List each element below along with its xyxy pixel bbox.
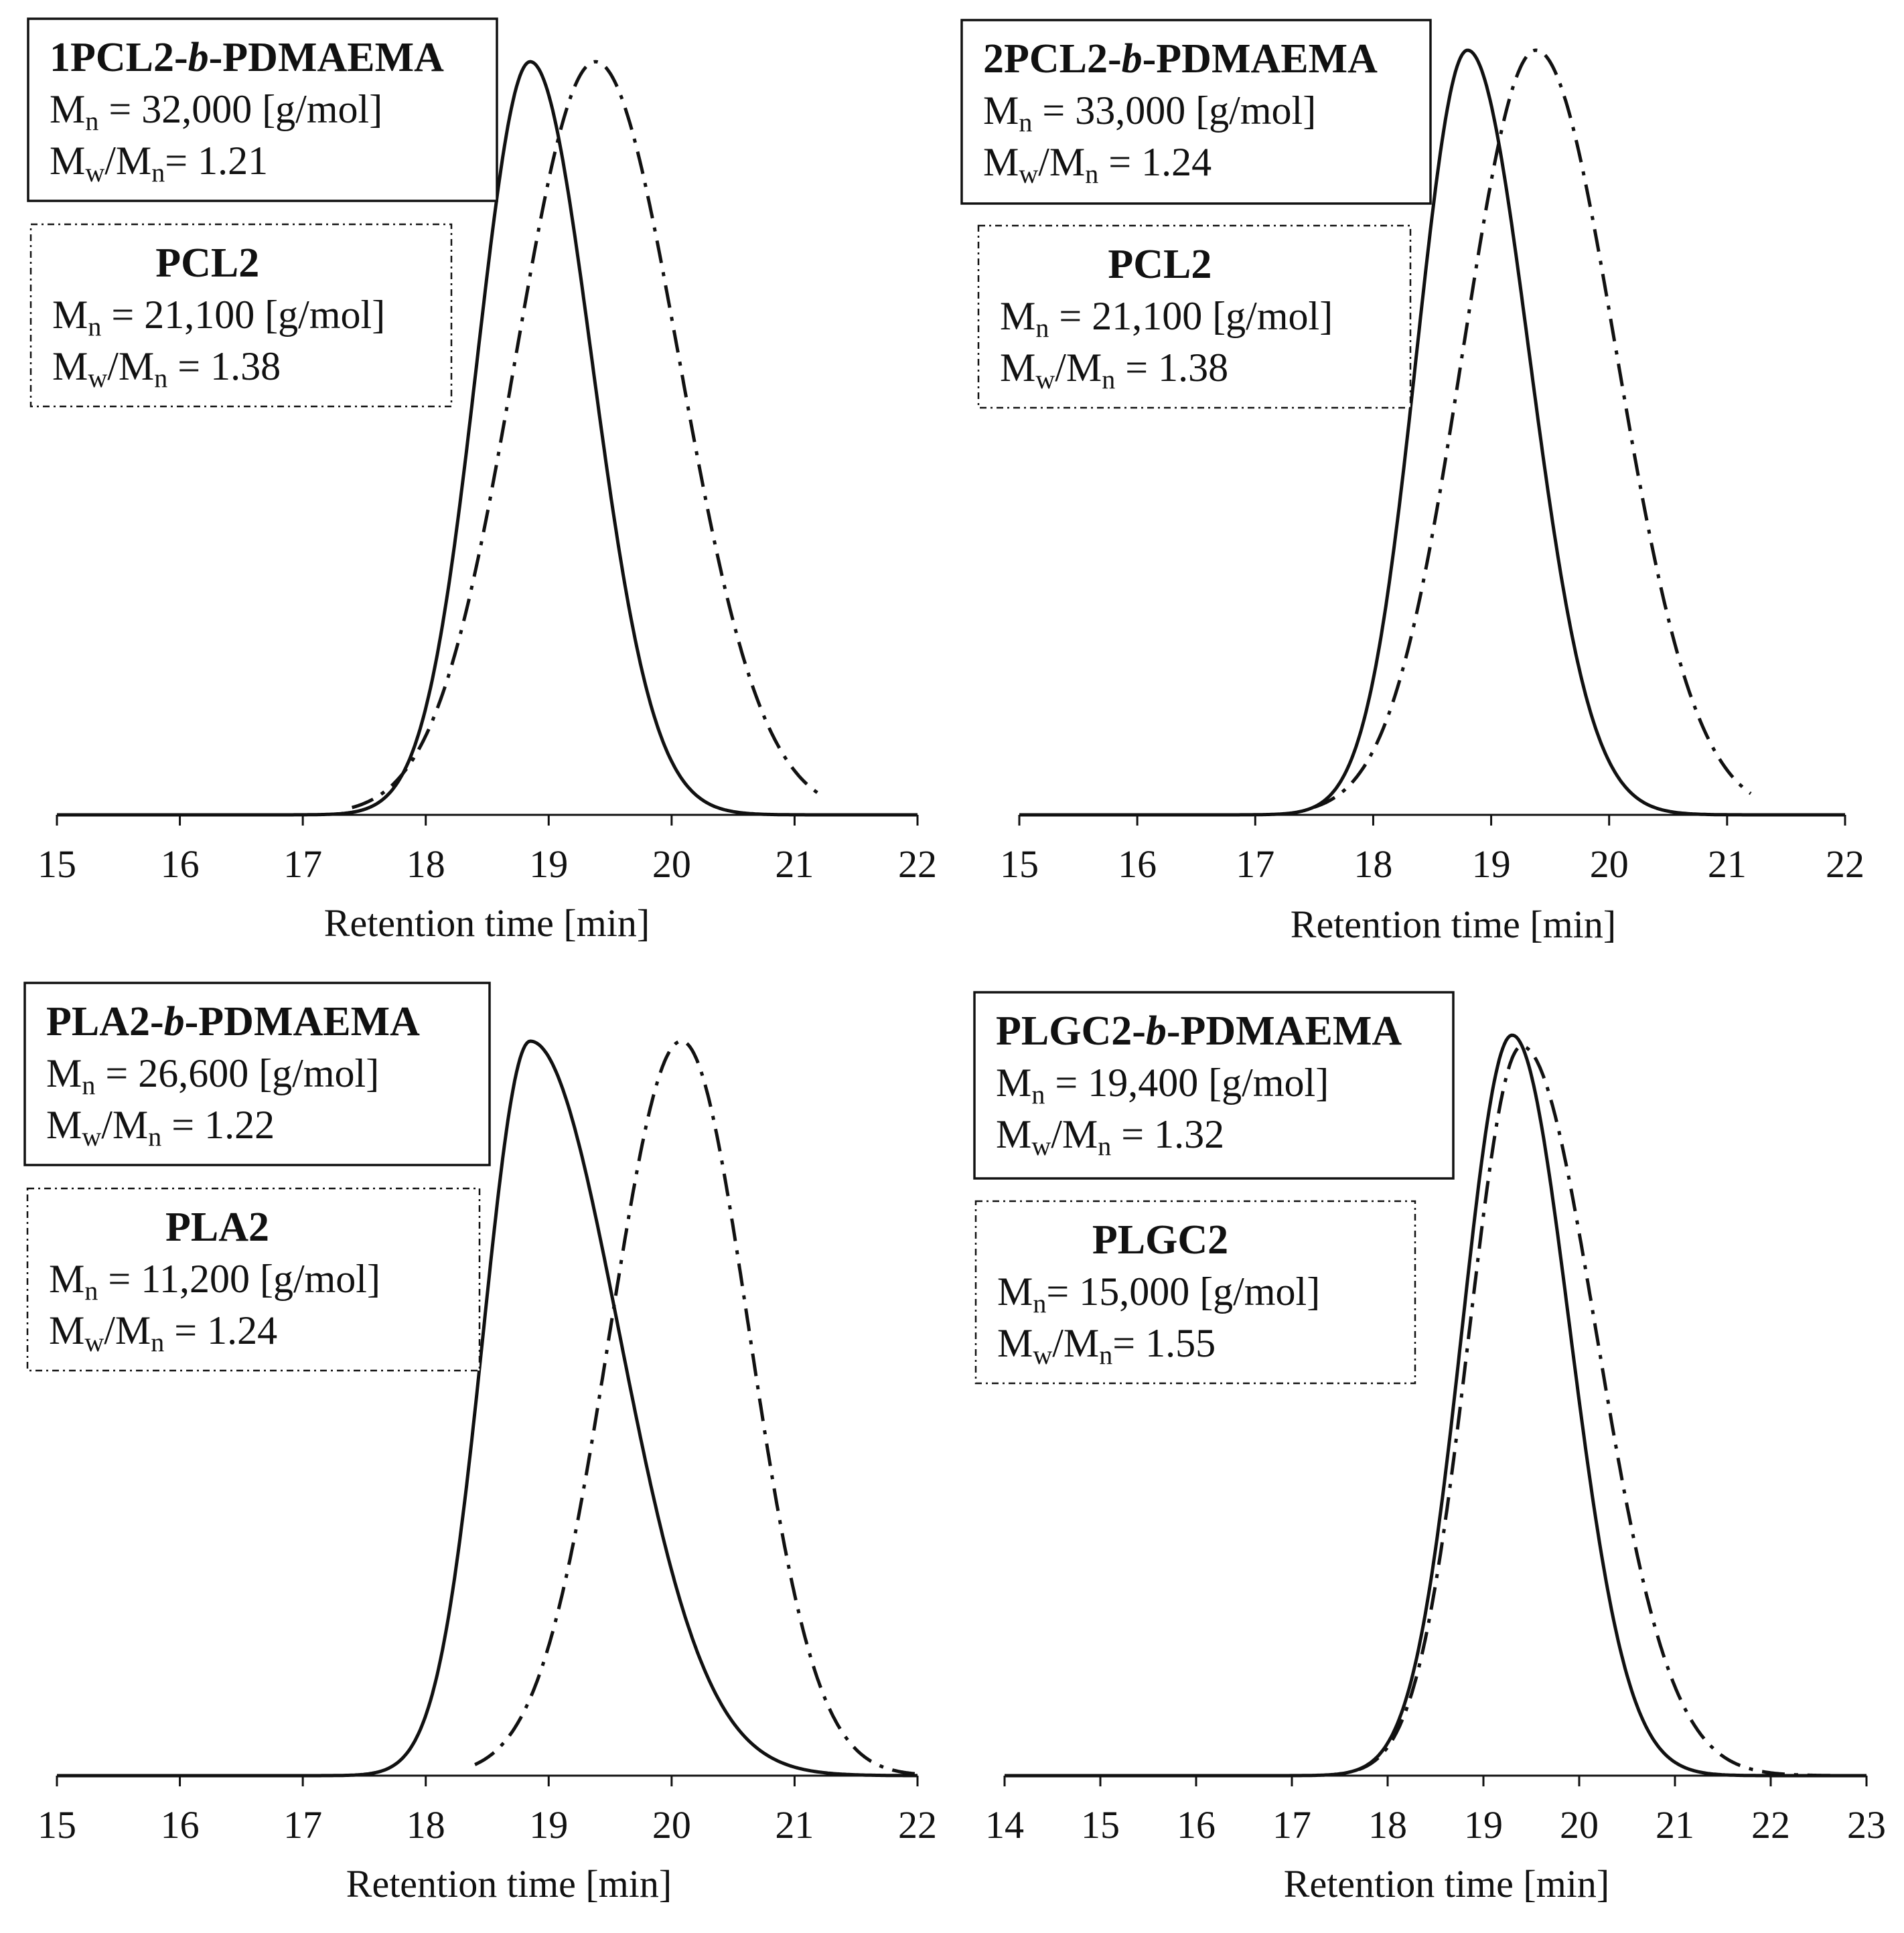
- annotation-frame: [29, 223, 453, 408]
- series-line-pcl2: [351, 60, 820, 809]
- annotation-frame: [974, 1200, 1416, 1385]
- x-tick-label: 17: [1236, 842, 1274, 886]
- annotation-box-pla2-b-pdmaema: PLA2-b-PDMAEMA Mn = 26,600 [g/mol]Mw/Mn =…: [23, 982, 491, 1166]
- mn-line-1pcl2-b-pdmaema-mn: Mn = 32,000 [g/mol]: [50, 87, 382, 136]
- x-tick-label: 15: [38, 1803, 76, 1847]
- x-tick-label: 18: [1353, 842, 1392, 886]
- x-tick-label: 16: [1177, 1803, 1216, 1847]
- annotation-box-plgc2-b-pdmaema: PLGC2-b-PDMAEMA Mn = 19,400 [g/mol]Mw/Mn …: [973, 991, 1455, 1180]
- x-tick-label: 17: [283, 1803, 322, 1847]
- x-tick-label: 19: [1464, 1803, 1503, 1847]
- chart-panel-2: 15 16 17 18 19 20 21 22 Retention time [min] 2PCL…: [960, 19, 1864, 946]
- x-tick-label: 18: [407, 842, 445, 886]
- x-tick-label: 19: [529, 842, 568, 886]
- series-line-pla2: [474, 1039, 919, 1776]
- x-tick-label: 21: [775, 842, 814, 886]
- mn-line-pla2-b-pdmaema-pdi: Mw/Mn = 1.22: [46, 1103, 275, 1152]
- annotation-title: 1PCL2-b-PDMAEMA: [50, 35, 444, 80]
- series-line-1pcl2-b-pdmaema: [57, 60, 918, 817]
- x-tick-label: 18: [1368, 1803, 1407, 1847]
- annotation-frame: [23, 982, 491, 1166]
- x-tick-label: 20: [1590, 842, 1629, 886]
- annotation-frame: [960, 19, 1432, 205]
- mn-line-pcl2-pdi: Mw/Mn = 1.38: [52, 344, 281, 393]
- x-axis-title: Retention time [min]: [1291, 903, 1616, 946]
- x-tick-label: 20: [652, 842, 691, 886]
- x-tick-label: 16: [1118, 842, 1157, 886]
- x-axis-title: Retention time [min]: [1284, 1862, 1609, 1906]
- mn-line-pla2-pdi: Mw/Mn = 1.24: [49, 1308, 277, 1357]
- x-tick-label: 21: [1656, 1803, 1694, 1847]
- annotation-title: PLA2-b-PDMAEMA: [46, 999, 420, 1045]
- annotation-title: 2PCL2-b-PDMAEMA: [983, 36, 1378, 82]
- mn-line-plgc2-b-pdmaema-pdi: Mw/Mn = 1.32: [996, 1112, 1224, 1161]
- x-tick-label: 19: [1472, 842, 1511, 886]
- annotation-title: PLA2: [165, 1205, 269, 1250]
- series-line-plgc2-b-pdmaema: [1005, 1033, 1866, 1778]
- x-tick-label: 20: [1560, 1803, 1599, 1847]
- x-tick-label: 22: [898, 842, 937, 886]
- x-tick-label: 17: [1272, 1803, 1311, 1847]
- annotation-title: PLGC2-b-PDMAEMA: [996, 1008, 1402, 1054]
- annotation-title: PCL2: [155, 240, 259, 286]
- mn-line-2pcl2-b-pdmaema-mn: Mn = 33,000 [g/mol]: [983, 88, 1316, 137]
- x-tick-label: 16: [161, 842, 200, 886]
- annotation-box-pcl2: PCL2 Mn = 21,100 [g/mol]Mw/Mn = 1.38: [29, 223, 453, 408]
- x-tick-label: 15: [38, 842, 76, 886]
- mn-line-plgc2-pdi: Mw/Mn= 1.55: [997, 1321, 1216, 1370]
- mn-line-2pcl2-b-pdmaema-pdi: Mw/Mn = 1.24: [983, 140, 1212, 189]
- series-line-pla2-b-pdmaema: [57, 1039, 918, 1778]
- chart-panel-1: 15 16 17 18 19 20 21 22 Retention time [min] 1PCL…: [27, 17, 937, 945]
- mn-line-plgc2-mn: Mn= 15,000 [g/mol]: [997, 1269, 1320, 1318]
- x-tick-label: 17: [283, 842, 322, 886]
- annotation-box-2pcl2-b-pdmaema: 2PCL2-b-PDMAEMA Mn = 33,000 [g/mol]Mw/Mn …: [960, 19, 1432, 205]
- x-tick-label: 15: [1081, 1803, 1120, 1847]
- annotation-box-1pcl2-b-pdmaema: 1PCL2-b-PDMAEMA Mn = 32,000 [g/mol]Mw/Mn=…: [27, 17, 498, 202]
- annotation-box-plgc2: PLGC2 Mn= 15,000 [g/mol]Mw/Mn= 1.55: [974, 1200, 1416, 1385]
- mn-line-pcl2-pdi: Mw/Mn = 1.38: [1000, 345, 1228, 394]
- annotation-box-pcl2: PCL2 Mn = 21,100 [g/mol]Mw/Mn = 1.38: [977, 224, 1412, 409]
- annotation-box-pla2: PLA2 Mn = 11,200 [g/mol]Mw/Mn = 1.24: [26, 1187, 481, 1372]
- x-tick-label: 14: [985, 1803, 1024, 1847]
- x-axis-title: Retention time [min]: [324, 901, 650, 945]
- annotation-frame: [977, 224, 1412, 409]
- annotation-frame: [26, 1187, 481, 1372]
- annotation-title: PCL2: [1108, 242, 1212, 287]
- mn-line-pla2-mn: Mn = 11,200 [g/mol]: [49, 1257, 380, 1306]
- x-tick-label: 22: [1826, 842, 1864, 886]
- annotation-frame: [27, 17, 498, 202]
- x-tick-label: 21: [1708, 842, 1747, 886]
- x-axis-title: Retention time [min]: [346, 1862, 672, 1906]
- x-tick-label: 21: [775, 1803, 814, 1847]
- x-tick-label: 22: [1751, 1803, 1790, 1847]
- x-tick-label: 20: [652, 1803, 691, 1847]
- chart-panel-3: 15 16 17 18 19 20 21 22 Retention time [min] PLA2…: [23, 982, 937, 1906]
- annotation-title: PLGC2: [1092, 1217, 1228, 1263]
- x-tick-label: 22: [898, 1803, 937, 1847]
- mn-line-plgc2-b-pdmaema-mn: Mn = 19,400 [g/mol]: [996, 1061, 1329, 1109]
- x-tick-label: 19: [529, 1803, 568, 1847]
- x-tick-label: 16: [161, 1803, 200, 1847]
- x-tick-label: 18: [407, 1803, 445, 1847]
- mn-line-pcl2-mn: Mn = 21,100 [g/mol]: [52, 293, 385, 341]
- series-line-2pcl2-b-pdmaema: [1019, 48, 1845, 817]
- mn-line-pcl2-mn: Mn = 21,100 [g/mol]: [1000, 294, 1333, 343]
- x-tick-label: 15: [1000, 842, 1039, 886]
- x-tick-label: 23: [1847, 1803, 1886, 1847]
- annotation-frame: [973, 991, 1455, 1180]
- mn-line-1pcl2-b-pdmaema-pdi: Mw/Mn= 1.21: [50, 139, 268, 187]
- mn-line-pla2-b-pdmaema-mn: Mn = 26,600 [g/mol]: [46, 1051, 379, 1100]
- series-line-plgc2: [1358, 1045, 1839, 1778]
- chart-panel-4: 14 15 16 17 18 19 20 21 22 23 Retention time [min]…: [973, 991, 1886, 1906]
